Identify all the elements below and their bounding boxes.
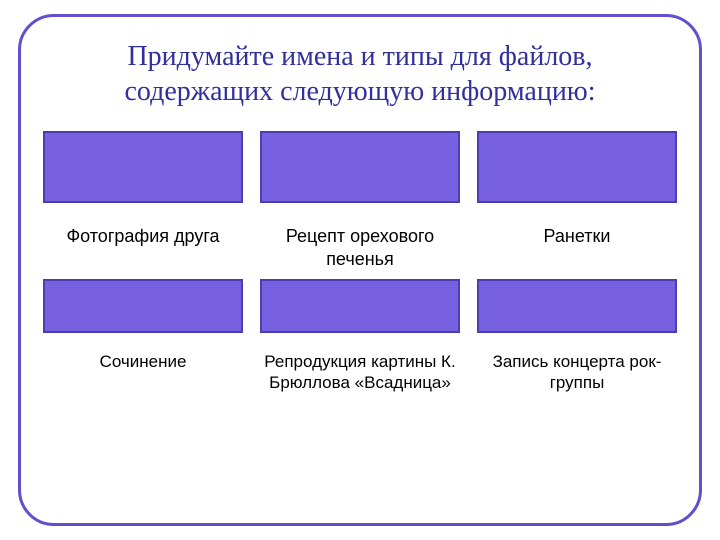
grid-cell: Репродукция картины К. Брюллова «Всадниц… (258, 273, 462, 394)
slide-panel: Придумайте имена и типы для файлов, соде… (18, 14, 702, 526)
answer-box (260, 279, 460, 333)
slide-title: Придумайте имена и типы для файлов, соде… (21, 17, 699, 123)
item-label: Сочинение (98, 351, 189, 372)
item-label: Фотография друга (64, 225, 221, 273)
answer-box (477, 131, 677, 203)
grid-row-1: Фотография друга Рецепт орехового печень… (21, 123, 699, 273)
answer-box (477, 279, 677, 333)
grid-cell: Фотография друга (41, 123, 245, 273)
grid-cell: Запись концерта рок-группы (475, 273, 679, 394)
grid-cell: Ранетки (475, 123, 679, 273)
item-label: Запись концерта рок-группы (475, 351, 679, 394)
grid-row-2: Сочинение Репродукция картины К. Брюллов… (21, 273, 699, 394)
grid-cell: Сочинение (41, 273, 245, 394)
answer-box (260, 131, 460, 203)
answer-box (43, 131, 243, 203)
items-grid: Фотография друга Рецепт орехового печень… (21, 123, 699, 394)
grid-cell: Рецепт орехового печенья (258, 123, 462, 273)
item-label: Ранетки (542, 225, 613, 273)
item-label: Репродукция картины К. Брюллова «Всадниц… (258, 351, 462, 394)
item-label: Рецепт орехового печенья (258, 225, 462, 273)
answer-box (43, 279, 243, 333)
